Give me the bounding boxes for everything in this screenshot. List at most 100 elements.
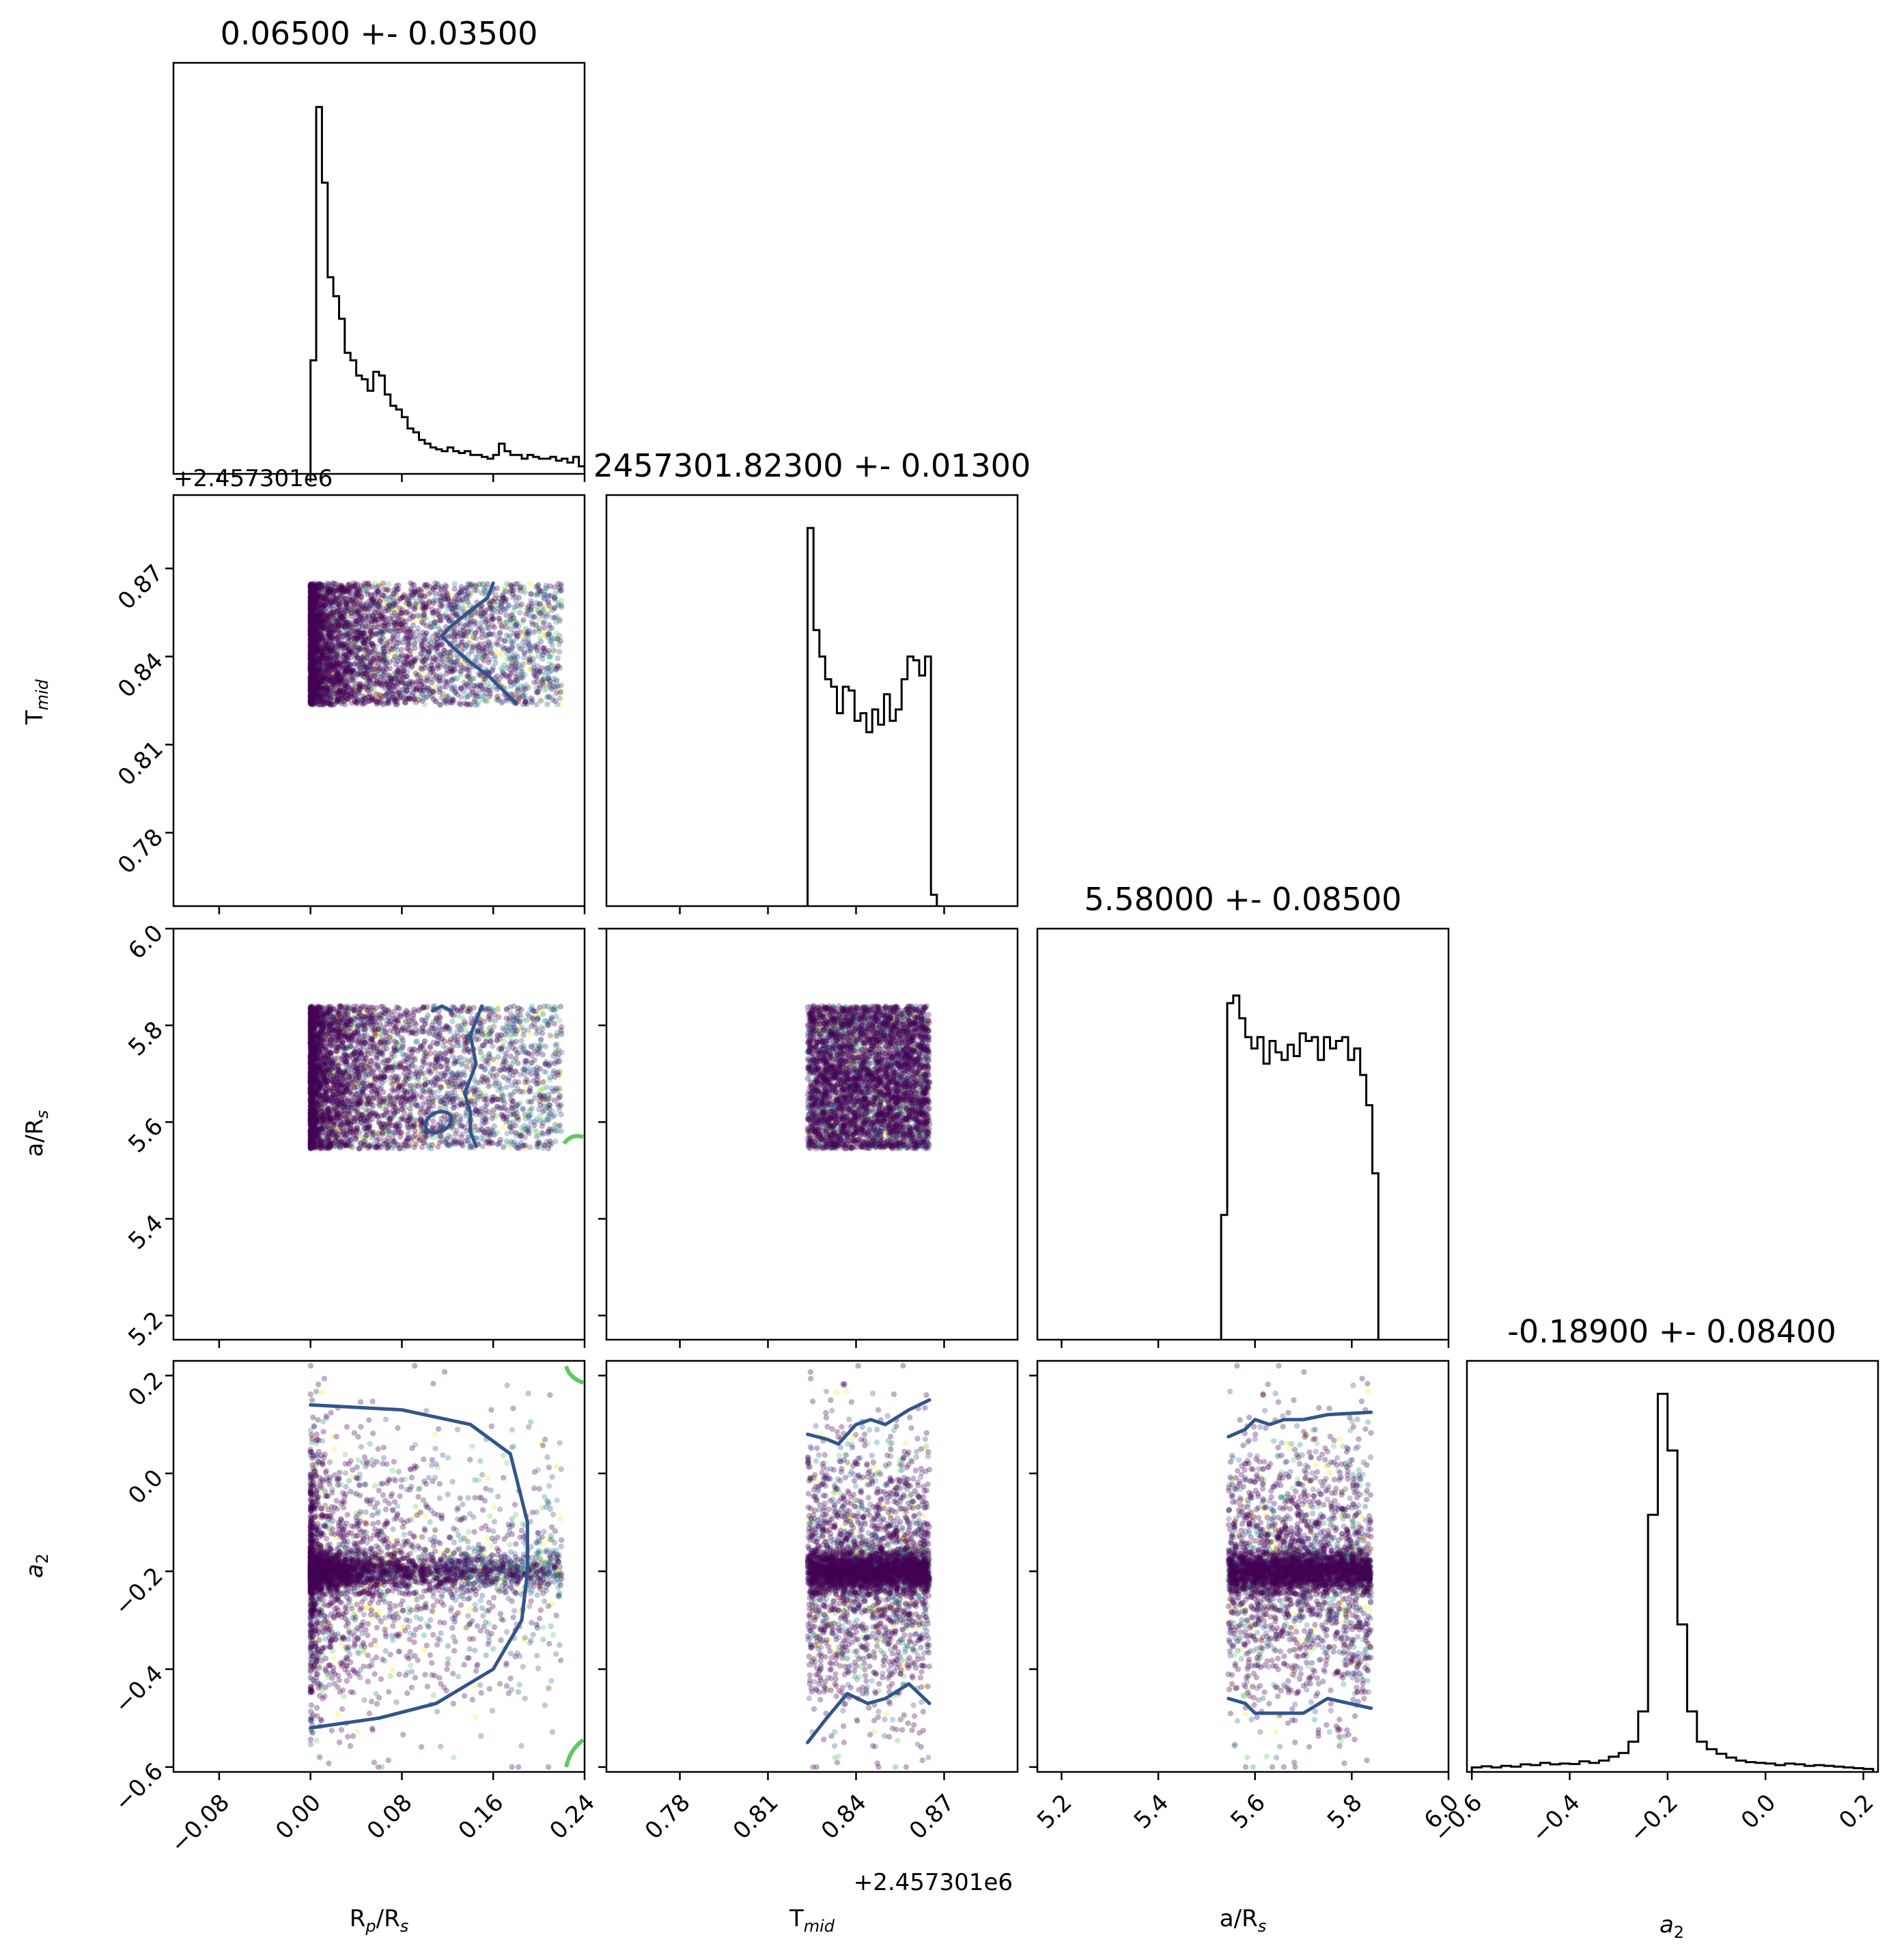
scatter-point [350,688,357,694]
scatter-point [464,673,471,679]
scatter-point [318,658,325,664]
scatter-point [345,598,351,604]
scatter-point [308,667,314,673]
scatter-point [417,677,424,684]
scatter-point [307,685,313,692]
scatter-point [347,623,353,630]
scatter-point [337,610,344,616]
scatter-point [313,632,319,638]
scatter-point [308,683,314,689]
scatter-point [493,696,499,702]
scatter-point [335,611,341,618]
scatter-point [318,664,324,670]
scatter-point [528,695,534,701]
scatter-point [345,589,352,595]
scatter-point [529,666,535,673]
scatter-point [500,670,506,677]
scatter-point [395,653,402,660]
scatter-point [349,677,355,684]
scatter-point [339,596,346,603]
scatter-point [361,629,367,636]
scatter-point [315,651,322,658]
scatter-point [448,658,454,665]
scatter-point [443,698,449,704]
scatter-point [409,661,416,668]
scatter-point [432,584,438,591]
scatter-point [404,634,410,640]
scatter-point [479,628,486,634]
scatter-point [401,635,408,641]
scatter-point [510,591,516,597]
scatter-point [449,677,455,683]
scatter-point [335,661,341,667]
scatter-point [510,588,516,594]
scatter-point [407,616,413,622]
scatter-point [398,679,404,686]
scatter-point [436,664,443,670]
scatter-point [395,674,402,680]
scatter-point [448,666,454,672]
scatter-point [307,602,313,609]
scatter-point [391,595,397,601]
scatter-point [423,649,430,655]
scatter-point [318,656,324,662]
scatter-point [367,662,373,668]
scatter-point [340,692,346,698]
scatter-point [442,611,448,617]
scatter-point [369,584,376,590]
scatter-point [419,679,425,686]
scatter-point [337,646,343,653]
scatter-point [510,615,516,621]
scatter-point [485,699,491,705]
scatter-point [447,682,453,688]
scatter-point [396,612,403,619]
scatter-point [531,607,537,613]
scatter-point [550,675,557,682]
scatter-point [499,644,505,650]
scatter-point [318,582,324,588]
scatter-point [324,614,330,620]
scatter-point [550,694,557,701]
scatter-point [494,697,500,703]
scatter-point [313,692,320,699]
scatter-point [509,587,516,593]
scatter-point [309,587,316,593]
scatter-point [557,638,564,644]
scatter-point [318,609,324,615]
scatter-point [423,656,429,663]
scatter-point [355,696,361,703]
scatter-point [342,620,348,627]
scatter-point [308,597,315,603]
scatter-point [312,632,318,638]
scatter-point [335,696,341,703]
scatter-point [307,605,313,611]
scatter-point [512,660,518,667]
scatter-point [325,650,331,657]
scatter-point [359,584,365,591]
scatter-point [438,694,445,701]
scatter-point [308,586,314,593]
scatter-point [308,582,314,589]
scatter-point [535,588,542,594]
scatter-point [441,699,448,705]
scatter-point [346,625,352,631]
scatter-point [337,660,344,666]
scatter-point [348,634,354,640]
scatter-point [326,664,333,671]
scatter-point [421,601,428,607]
scatter-point [449,666,456,673]
scatter-point [451,596,458,602]
scatter-point [540,608,546,615]
scatter-point [412,645,418,651]
scatter-point [307,588,313,595]
scatter-point [514,603,520,609]
scatter-point [367,677,373,684]
scatter-point [557,702,563,708]
scatter-point [389,690,396,696]
scatter-point [363,618,369,624]
scatter-point [333,643,339,649]
scatter-point [355,607,362,614]
scatter-point [360,699,366,705]
scatter-point [481,585,487,591]
scatter-point [320,604,326,610]
